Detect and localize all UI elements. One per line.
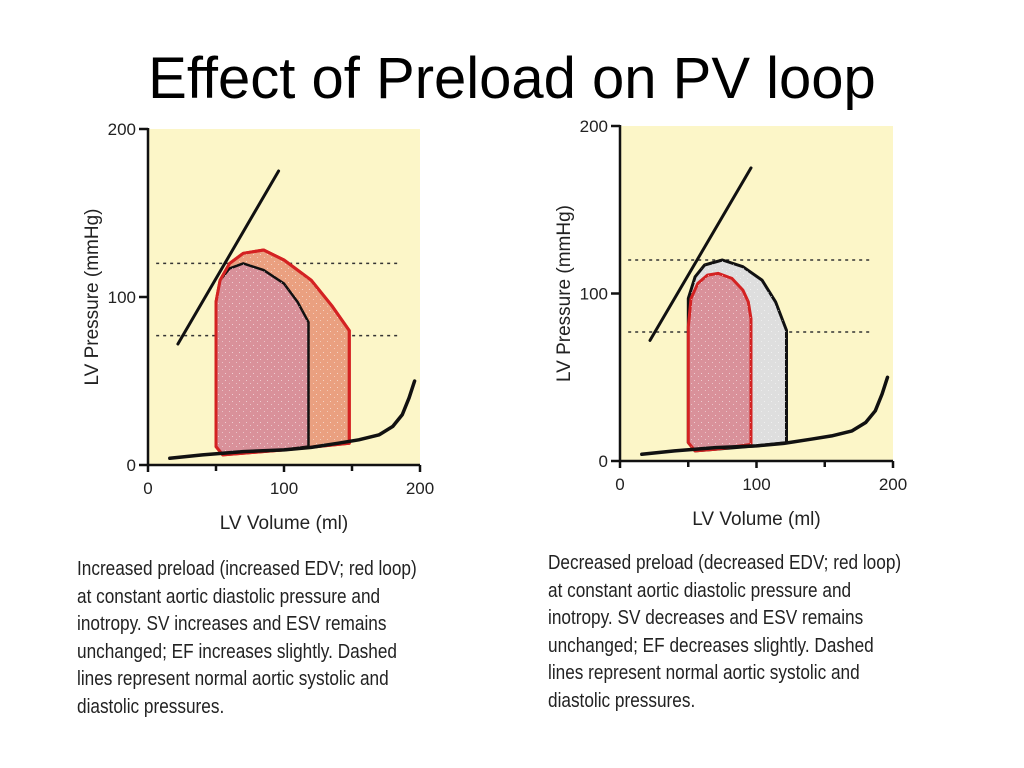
espvr-line bbox=[648, 166, 753, 342]
y-tick-label: 0 bbox=[599, 452, 608, 471]
right-caption: Decreased preload (decreased EDV; red lo… bbox=[548, 550, 901, 715]
loop-texture bbox=[216, 263, 309, 455]
x-axis-title: LV Volume (ml) bbox=[692, 509, 820, 530]
y-axis-title: LV Pressure (mmHg) bbox=[82, 208, 103, 385]
left-caption-line: Increased preload (increased EDV; red lo… bbox=[77, 558, 417, 580]
left-caption-line: diastolic pressures. bbox=[77, 695, 225, 718]
y-tick-label: 200 bbox=[108, 120, 136, 139]
right-caption-line: unchanged; EF decreases slightly. Dashed bbox=[548, 634, 874, 657]
right-chart: 0 100 200 0 100 200 LV Volume (ml) LV Pressure … bbox=[554, 117, 907, 530]
y-tick-label: 200 bbox=[580, 117, 608, 136]
loop-texture bbox=[688, 273, 751, 451]
y-axis-title: LV Pressure (mmHg) bbox=[554, 205, 575, 382]
x-tick-label: 100 bbox=[742, 475, 770, 494]
left-caption-line: unchanged; EF increases slightly. Dashed bbox=[77, 640, 397, 663]
right-caption-line: Decreased preload (decreased EDV; red lo… bbox=[548, 552, 902, 574]
left-chart: 0 100 200 0 100 200 LV Volume (ml) LV Pressure … bbox=[82, 120, 434, 534]
edpvr-curve bbox=[168, 379, 417, 461]
right-caption-line: inotropy. SV decreases and ESV remains bbox=[548, 607, 864, 629]
right-caption-line: at constant aortic diastolic pressure an… bbox=[548, 579, 852, 602]
left-caption-line: inotropy. SV increases and ESV remains bbox=[77, 613, 387, 635]
x-tick-label: 200 bbox=[406, 479, 434, 498]
x-tick-label: 0 bbox=[615, 475, 624, 494]
left-caption-line: lines represent normal aortic systolic a… bbox=[77, 668, 389, 690]
x-tick-label: 100 bbox=[270, 479, 298, 498]
left-caption: Increased preload (increased EDV; red lo… bbox=[77, 556, 417, 721]
x-tick-label: 0 bbox=[143, 479, 152, 498]
x-axis-title: LV Volume (ml) bbox=[220, 513, 348, 534]
edpvr-curve bbox=[640, 375, 890, 457]
y-tick-label: 100 bbox=[108, 288, 136, 307]
y-tick-label: 100 bbox=[580, 285, 608, 304]
slide-title: Effect of Preload on PV loop bbox=[148, 46, 876, 111]
right-caption-line: diastolic pressures. bbox=[548, 689, 696, 712]
left-caption-line: at constant aortic diastolic pressure an… bbox=[77, 585, 381, 608]
x-tick-label: 200 bbox=[879, 475, 907, 494]
y-tick-label: 0 bbox=[127, 456, 136, 475]
espvr-line bbox=[176, 169, 281, 346]
right-caption-line: lines represent normal aortic systolic a… bbox=[548, 662, 860, 684]
